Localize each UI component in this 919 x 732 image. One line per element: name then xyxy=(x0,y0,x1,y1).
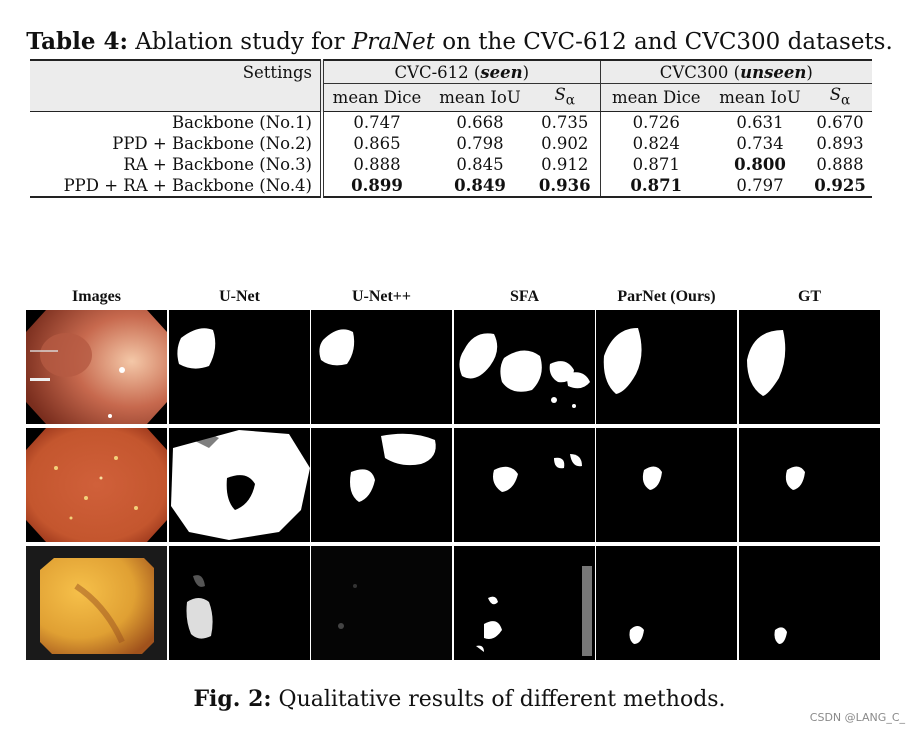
table-caption-italic: PraNet xyxy=(351,29,435,55)
figure-caption-text: Qualitative results of different methods… xyxy=(271,687,726,712)
ground-truth-mask xyxy=(739,310,880,424)
table-header-row-metrics: mean Dice mean IoU Sα mean Dice mean IoU… xyxy=(30,83,873,113)
image-tile xyxy=(26,310,167,424)
table-row: RA + Backbone (No.3) 0.888 0.845 0.912 0.871… xyxy=(30,154,872,176)
prediction-mask-unetpp xyxy=(311,546,452,660)
table-cell: 0.670 xyxy=(816,113,864,133)
prediction-mask-parnet xyxy=(596,428,737,542)
metric-header: Sα xyxy=(808,83,873,113)
ground-truth-mask xyxy=(739,546,880,660)
table-cell: 0.824 xyxy=(599,133,713,155)
metric-header: mean Dice xyxy=(599,83,713,113)
prediction-mask-unetpp xyxy=(311,310,452,424)
watermark-text: CSDN @LANG_C_ xyxy=(809,711,905,724)
table-cell: 0.899 xyxy=(320,175,430,199)
table-cell: 0.726 xyxy=(599,111,713,134)
table-cell: 0.925 xyxy=(808,175,873,199)
group-header-cvc300: CVC300 (unseen) xyxy=(599,59,873,84)
table-cell: 0.871 xyxy=(599,154,713,176)
prediction-mask-unet xyxy=(169,428,310,542)
metric-header: mean Dice xyxy=(320,83,430,113)
table-cell: 0.798 xyxy=(456,134,504,154)
table-cell: 0.747 xyxy=(320,111,430,134)
table-cell: 0.734 xyxy=(736,134,784,154)
metric-header: Sα xyxy=(530,83,601,113)
settings-header: Settings xyxy=(30,59,322,84)
prediction-mask-unet xyxy=(169,546,310,660)
table-cell: 0.888 xyxy=(816,155,864,175)
table-row: Backbone (No.1) 0.747 0.668 0.735 0.726 0.631… xyxy=(30,111,872,134)
image-tile xyxy=(26,428,167,542)
metric-header: mean IoU xyxy=(430,83,530,113)
table-cell: 0.797 xyxy=(712,175,809,199)
figure-caption-label: Fig. 2: xyxy=(193,686,272,712)
column-header-unetpp: U-Net++ xyxy=(351,288,412,305)
prediction-mask-sfa xyxy=(454,428,595,542)
prediction-mask-parnet xyxy=(596,546,737,660)
table-cell: 0.631 xyxy=(736,113,784,133)
prediction-mask-sfa xyxy=(454,310,595,424)
ablation-table: Settings CVC-612 (seen) CVC300 (unseen) … xyxy=(30,59,873,199)
table-body: Backbone (No.1) 0.747 0.668 0.735 0.726 0.631… xyxy=(30,111,873,199)
table-row: PPD + Backbone (No.2) 0.865 0.798 0.902 0.82… xyxy=(30,133,872,155)
table-cell: 0.668 xyxy=(456,113,504,133)
column-header-unet: U-Net xyxy=(219,288,260,305)
figure-caption: Fig. 2: Qualitative results of different… xyxy=(0,686,919,712)
table-cell: 0.936 xyxy=(530,175,601,199)
row-label: PPD + RA + Backbone (No.4) xyxy=(30,175,322,199)
table-cell: 0.865 xyxy=(320,133,430,155)
table-caption-text-1: Ablation study for xyxy=(135,29,352,55)
column-header-parnet: ParNet (Ours) xyxy=(617,288,716,305)
table-cell: 0.893 xyxy=(816,134,864,154)
table-caption-label: Table 4: xyxy=(26,28,128,55)
prediction-mask-parnet xyxy=(596,310,737,424)
metric-header: mean IoU xyxy=(712,83,809,113)
prediction-mask-unetpp xyxy=(311,428,452,542)
row-label: Backbone (No.1) xyxy=(171,113,312,133)
table-cell: 0.902 xyxy=(541,134,589,154)
prediction-mask-unet xyxy=(169,310,310,424)
row-label: PPD + Backbone (No.2) xyxy=(112,134,312,154)
ground-truth-mask xyxy=(739,428,880,542)
group-header-cvc612: CVC-612 (seen) xyxy=(319,59,601,84)
row-label: RA + Backbone (No.3) xyxy=(123,155,312,175)
table-cell: 0.845 xyxy=(456,155,504,175)
prediction-mask-sfa xyxy=(454,546,595,660)
table-cell: 0.800 xyxy=(734,155,786,175)
table-cell: 0.888 xyxy=(320,154,430,176)
table-cell: 0.735 xyxy=(541,113,589,133)
column-header-images: Images xyxy=(72,288,121,305)
table-cell: 0.849 xyxy=(430,175,530,199)
table-caption-text-2: on the CVC-612 and CVC300 datasets. xyxy=(435,29,893,55)
column-header-sfa: SFA xyxy=(509,288,540,305)
table-header-row-groups: Settings CVC-612 (seen) CVC300 (unseen) xyxy=(30,59,873,84)
column-header-gt: GT xyxy=(797,288,822,305)
table-row: PPD + RA + Backbone (No.4) 0.899 0.849 0.93… xyxy=(30,175,873,199)
table-caption: Table 4: Ablation study for PraNet on th… xyxy=(0,28,919,55)
table-cell: 0.871 xyxy=(599,175,713,199)
image-tile xyxy=(26,546,167,660)
table-cell: 0.912 xyxy=(541,155,589,175)
